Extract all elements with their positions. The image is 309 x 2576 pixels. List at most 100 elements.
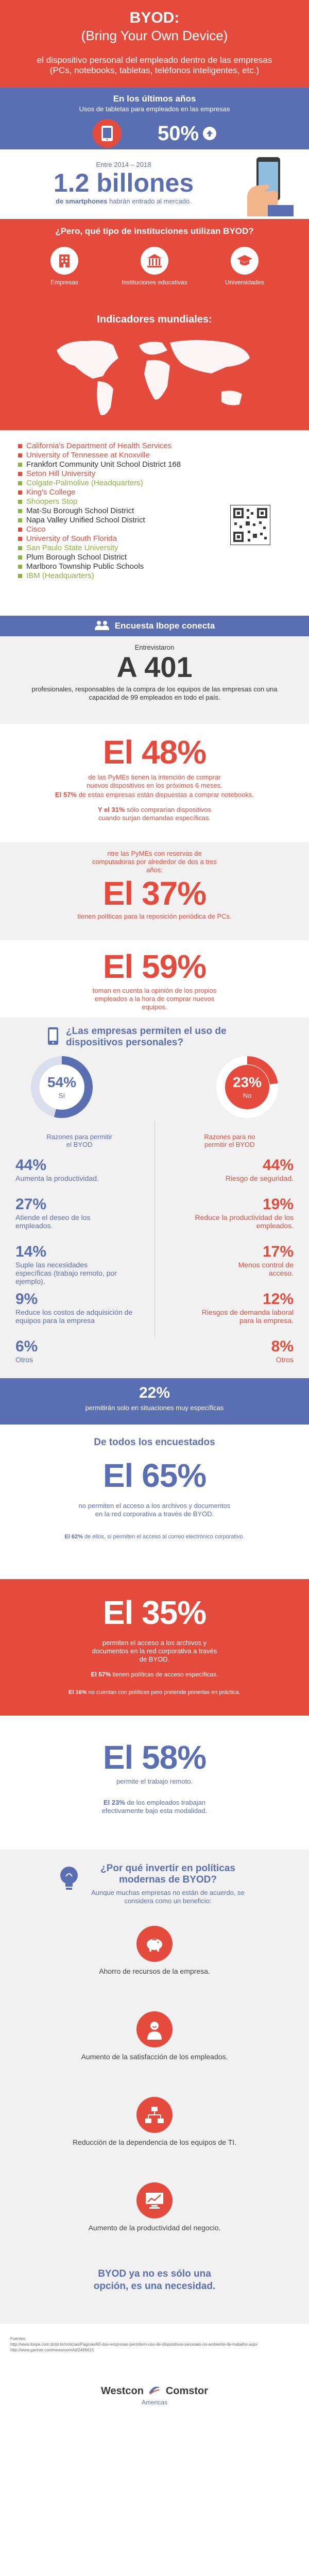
happy-employee-icon — [136, 2011, 173, 2047]
org-list: California's Department of Health Servic… — [18, 442, 181, 581]
brand-swoosh-icon — [148, 2386, 161, 2398]
stat35-note2-bold: El 16% — [68, 1689, 87, 1696]
stat35-note1-rest: tienen políticas de acceso específicas. — [111, 1671, 218, 1678]
stat48-line3-bold: Y el 31% — [97, 806, 125, 814]
smartphones-desc-bold: de smartphones — [56, 197, 108, 205]
smartphones-desc: de smartphones habrán entrado al mercado… — [31, 197, 216, 205]
no-label: No — [243, 1092, 252, 1099]
surveyed-section: De todos los encuestados El 65% no permi… — [0, 1425, 309, 1579]
org-name: Mat-Su Borough School District — [26, 506, 134, 515]
org-name: Seton Hill University — [26, 469, 96, 478]
brand-logo: Westcon Comstor Americas — [0, 2385, 309, 2406]
org-name: Frankfort Community Unit School District… — [26, 460, 181, 469]
surveyed-note-rest: de ellos, sí permiten el acceso al corre… — [82, 1534, 245, 1540]
list-item: San Paulo State University — [18, 544, 181, 553]
org-name: California's Department of Health Servic… — [26, 442, 172, 450]
stat37-value: El 37% — [102, 875, 207, 912]
source-link[interactable]: http://www.ibope.com.br/pt-br/noticias/P… — [10, 2342, 258, 2347]
footer-section: Fuentes: http://www.ibope.com.br/pt-br/n… — [0, 2324, 309, 2453]
why-item-text: Ahorro de recursos de la empresa. — [99, 1967, 210, 1975]
list-item: University of South Florida — [18, 534, 181, 544]
institution-business: Empresas — [36, 247, 93, 286]
institution-business-label: Empresas — [50, 279, 79, 286]
stat48-line2-bold: El 57% — [55, 791, 77, 799]
brand-name-comstor: Comstor — [165, 2385, 209, 2397]
stat37-pre: ntre las PyMEs con reservas de computado… — [92, 850, 217, 874]
specific-desc: permitirán solo en situaciones muy espec… — [85, 1404, 224, 1412]
yes-reason-pct: 6% — [15, 1338, 38, 1355]
donut-no-arc — [216, 1056, 278, 1118]
stat58-section: El 58% permite el trabajo remoto. El 23%… — [0, 1716, 309, 1850]
reason-row: 9% Reduce los costos de adquisición de eq… — [0, 1291, 309, 1338]
why-item-text: Reducción de la dependencia de los equip… — [72, 2138, 237, 2146]
yes-reason: 6% Otros — [15, 1338, 143, 1364]
stat58-note-bold: El 23% — [103, 1799, 125, 1806]
permit-question: ¿Las empresas permiten el uso de disposi… — [66, 1026, 227, 1048]
list-item: King's College — [18, 488, 181, 497]
institutions-question: ¿Pero, qué tipo de instituciones utiliza… — [55, 226, 254, 236]
building-icon — [50, 247, 78, 275]
institutions-row: Empresas Instituciones educativas Univer… — [0, 247, 309, 286]
specific-block: 22% permitirán solo en situaciones muy e… — [0, 1378, 309, 1425]
org-name: San Paulo State University — [26, 544, 118, 552]
list-item: University of Tennessee at Knoxville — [18, 451, 181, 460]
brand-name-westcon: Westcon — [100, 2385, 144, 2397]
stat35-note2-rest: no cuentan con políticas pero pretende p… — [87, 1689, 241, 1696]
source-link[interactable]: http://www.gartner.com/newsroom/id/24666… — [10, 2348, 94, 2352]
no-reason-pct: 17% — [262, 1243, 294, 1260]
permit-header: ¿Las empresas permiten el uso de disposi… — [0, 1018, 309, 1048]
org-name: King's College — [26, 488, 76, 497]
no-reason-pct: 12% — [262, 1291, 294, 1308]
org-list-section: California's Department of Health Servic… — [0, 430, 309, 616]
org-name: University of South Florida — [26, 534, 117, 543]
surveyed-value: El 65% — [102, 1457, 207, 1494]
no-reason-text: Riesgo de seguridad. — [225, 1174, 294, 1182]
people-icon — [94, 620, 110, 633]
stat58-note: El 23% de los empleados trabajan efectiv… — [98, 1799, 211, 1815]
institutions-section: ¿Pero, qué tipo de instituciones utiliza… — [0, 219, 309, 312]
stat59-section: El 59% toman en cuenta la opinión de los… — [0, 940, 309, 1018]
donut-no — [216, 1056, 278, 1118]
permit-donut-svg — [31, 1056, 278, 1118]
indicators-title: Indicadores mundiales: — [97, 314, 212, 325]
header-section: BYOD: (Bring Your Own Device) el disposi… — [0, 0, 309, 88]
no-value: 23% — [232, 1074, 262, 1090]
why-header-text: ¿Por qué invertir en políticas modernas … — [85, 1863, 250, 1905]
stat48-section: El 48% de las PyMEs tienen la intención … — [0, 724, 309, 842]
specific-value: 22% — [139, 1384, 170, 1401]
no-reason-text: Otros — [276, 1355, 294, 1364]
stat48-line3-rest: sólo comprarían dispositivos cuando surj… — [98, 806, 212, 822]
yes-reason-text: Otros — [15, 1355, 33, 1364]
yes-reason-pct: 44% — [15, 1157, 47, 1174]
stat37-post: tienen políticas para la reposición peri… — [77, 912, 232, 920]
yes-label: Sí — [58, 1092, 65, 1099]
stat48-line1: de las PyMEs tienen la intención de comp… — [87, 773, 222, 789]
yes-reason-pct: 27% — [15, 1196, 47, 1213]
surveyed-title: De todos los encuestados — [94, 1437, 215, 1448]
no-reason: 17% Menos control de acceso. — [166, 1243, 294, 1277]
institution-education: Instituciones educativas — [118, 247, 191, 286]
qr-code-icon — [230, 504, 271, 548]
institution-education-label: Instituciones educativas — [122, 279, 187, 286]
org-name: Plum Borough School District — [26, 553, 127, 562]
yes-reasons-title: Razones para permitir el BYOD — [46, 1133, 113, 1148]
donut-yes-arc — [31, 1056, 93, 1118]
reason-row: 6% Otros 8% Otros — [0, 1338, 309, 1371]
stat37-section: ntre las PyMEs con reservas de computado… — [0, 842, 309, 940]
stat48-line2: El 57% de estas empresas están dispuesta… — [0, 791, 309, 799]
no-reason-pct: 44% — [262, 1157, 294, 1174]
stat48-line2-rest: de estas empresas están dispuestas a com… — [76, 791, 254, 799]
smartphones-desc-rest: habrán entrado al mercado. — [107, 197, 192, 205]
org-name: IBM (Headquarters) — [26, 571, 94, 580]
no-reason-text: Menos control de acceso. — [238, 1261, 294, 1277]
reason-row: 44% Aumenta la productividad. 44% Riesgo d… — [0, 1157, 309, 1196]
stat35-note1: El 57% tienen políticas de acceso especí… — [0, 1671, 309, 1678]
org-name: Shoopers Stop — [26, 497, 78, 506]
why-item-productivity: Aumento de la productividad del negocio. — [0, 2151, 309, 2237]
why-item-it-dependency: Reducción de la dependencia de los equip… — [0, 2066, 309, 2151]
donut-yes — [31, 1056, 93, 1118]
yes-reason-pct: 9% — [15, 1291, 38, 1308]
list-item: Plum Borough School District — [18, 553, 181, 562]
network-icon — [136, 2097, 173, 2133]
why-item-text: Aumento de la productividad del negocio. — [88, 2224, 221, 2232]
